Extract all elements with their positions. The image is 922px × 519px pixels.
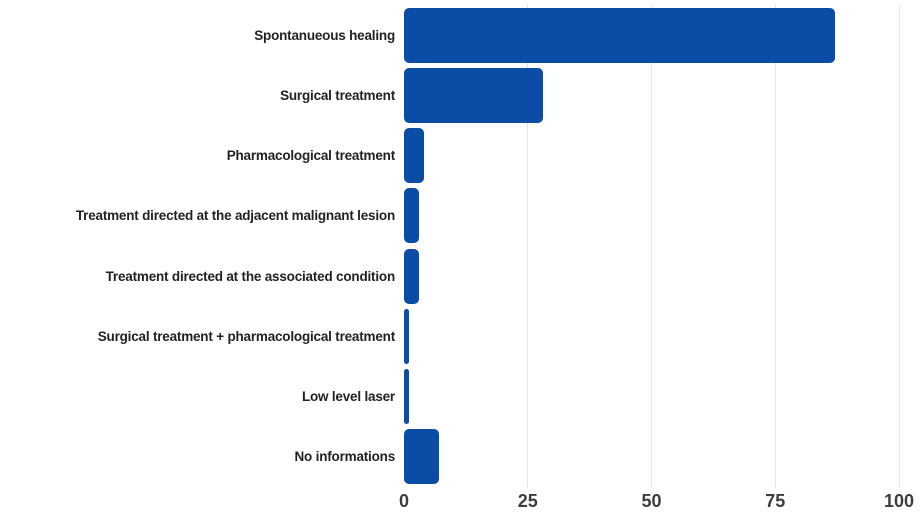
bar-pharmacological-treatment <box>404 128 424 184</box>
bar-row <box>404 367 899 427</box>
category-label: Pharmacological treatment <box>226 148 396 164</box>
bar-row <box>404 5 899 65</box>
gridline <box>651 5 652 487</box>
bar-low-level-laser <box>404 369 409 425</box>
category-label: No informations <box>294 449 396 465</box>
bar-surgical-treatment <box>404 67 543 123</box>
category-label: Surgical treatment <box>280 87 395 103</box>
bar-row <box>404 306 899 366</box>
x-tick-label: 75 <box>765 491 786 511</box>
category-label: Low level laser <box>301 389 395 405</box>
x-tick-label: 50 <box>641 491 662 511</box>
category-label: Spontanueous healing <box>254 27 395 43</box>
x-tick-label: 0 <box>398 491 410 511</box>
bar-spontaneous-healing <box>404 7 835 63</box>
x-tick-label: 25 <box>517 491 538 511</box>
gridline <box>774 5 776 487</box>
category-label: Treatment directed at the associated con… <box>105 268 396 284</box>
plot-area <box>404 5 900 487</box>
bar-row <box>404 427 899 487</box>
bar-row <box>404 246 899 306</box>
bar-associated-condition <box>404 248 419 304</box>
gridline <box>527 5 529 487</box>
bar-adjacent-malignant-lesion <box>404 188 419 244</box>
bar-row <box>404 126 899 186</box>
gridline <box>898 5 900 487</box>
category-label-column: Spontanueous healing Surgical treatment … <box>0 5 395 487</box>
x-axis: 0 25 50 75 100 <box>399 487 914 515</box>
bar-row <box>404 186 899 246</box>
bar-series <box>404 5 899 487</box>
x-tick-label: 100 <box>883 491 915 511</box>
bar-surgical-plus-pharmacological <box>404 308 409 364</box>
category-label: Treatment directed at the adjacent malig… <box>75 208 395 224</box>
bar-row <box>404 65 899 125</box>
bar-no-informations <box>404 429 439 485</box>
category-label: Surgical treatment + pharmacological tre… <box>97 328 395 344</box>
